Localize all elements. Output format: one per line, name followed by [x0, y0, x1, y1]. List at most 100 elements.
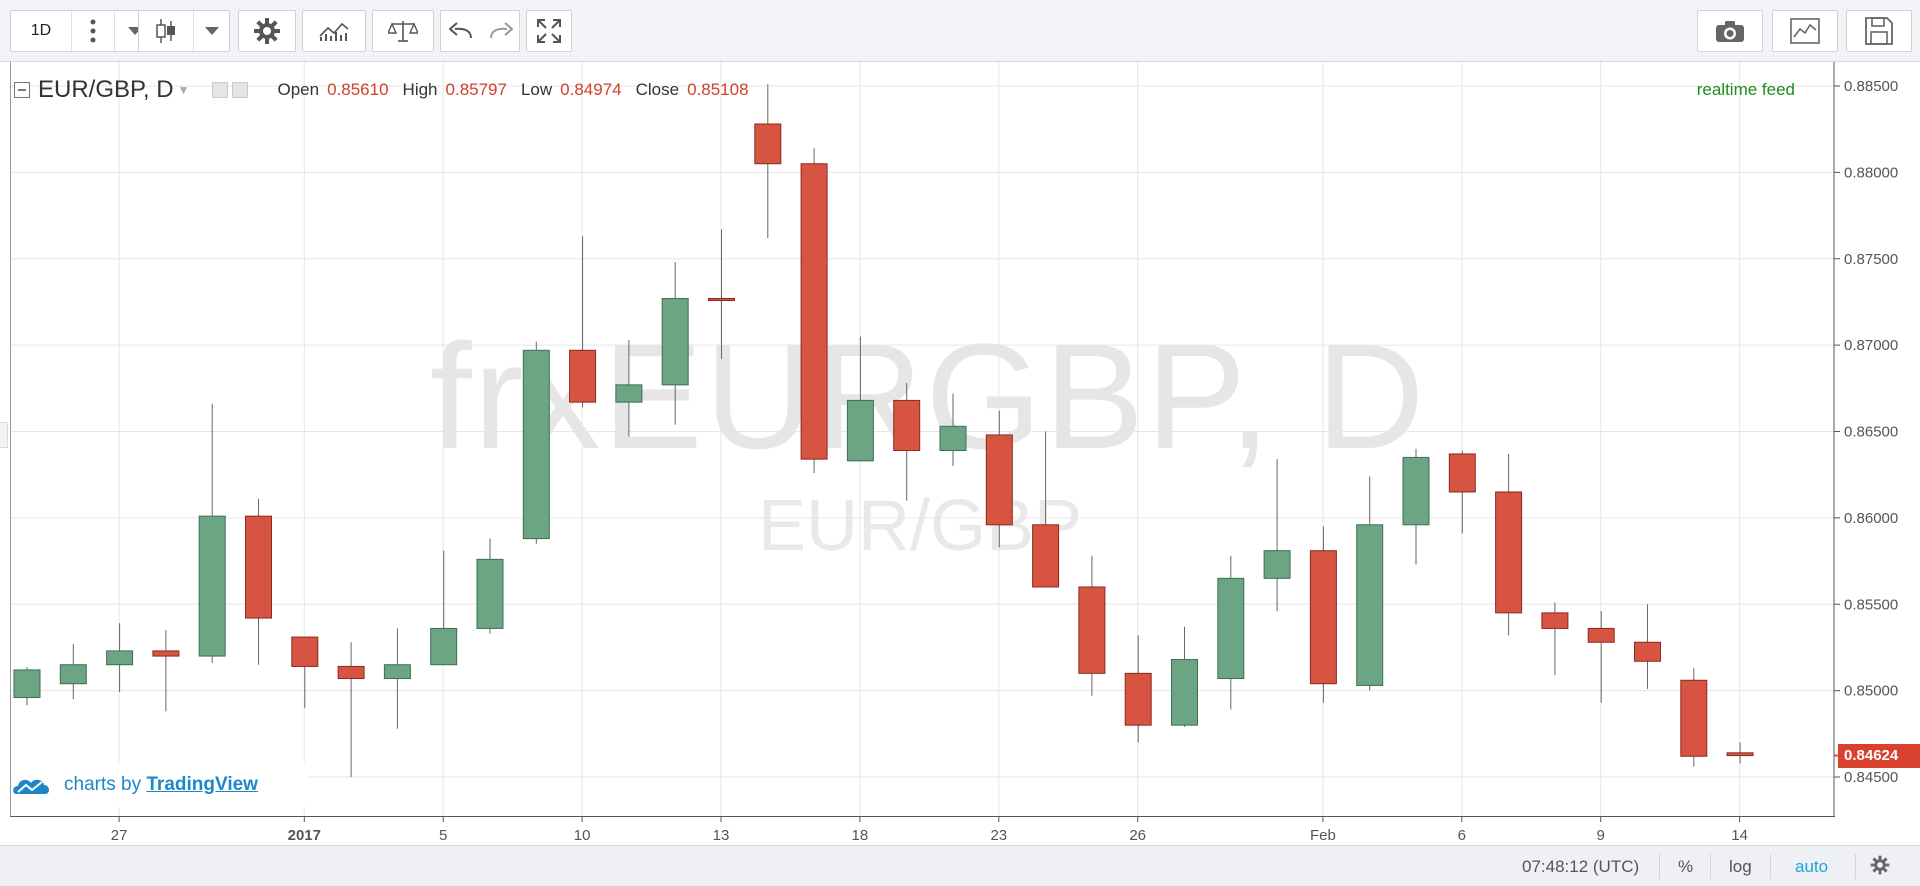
candle-body — [1680, 679, 1708, 757]
x-tick-label: 18 — [852, 827, 869, 844]
close-label: Close — [635, 80, 680, 99]
time-axis: 27 2017 5 10 13 18 23 26 Feb 6 9 14 — [111, 816, 1748, 844]
y-tick-label: 0.85500 — [1844, 596, 1898, 613]
candles-layer — [13, 84, 1754, 777]
candle-body — [337, 665, 365, 680]
x-tick-label: 10 — [574, 827, 591, 844]
undo-redo-group — [440, 10, 520, 52]
y-tick-label: 0.87000 — [1844, 337, 1898, 354]
attribution-text: charts by TradingView — [64, 774, 258, 796]
candle — [1263, 459, 1291, 612]
candle-body — [800, 163, 828, 460]
x-tick-label: 23 — [990, 827, 1007, 844]
candle — [1124, 635, 1152, 743]
visibility-icon[interactable] — [211, 82, 228, 98]
candle — [106, 623, 134, 693]
candle-body — [1309, 550, 1337, 685]
indicators-icon[interactable] — [302, 10, 366, 52]
candle-body — [1263, 550, 1291, 579]
candle-body — [152, 650, 180, 657]
candle — [291, 636, 319, 708]
clock-time: 07:48:12 (UTC) — [1522, 857, 1640, 876]
y-tick-label: 0.85000 — [1844, 683, 1898, 700]
candle — [1448, 450, 1476, 534]
y-tick-label: 0.88500 — [1844, 78, 1898, 95]
y-tick-label: 0.84500 — [1844, 769, 1898, 786]
candle-body — [1356, 524, 1384, 686]
attribution-brand[interactable]: TradingView — [146, 773, 258, 795]
candle-body — [1402, 456, 1430, 526]
low-value: 0.84974 — [560, 80, 622, 99]
candle-body — [1032, 524, 1060, 588]
candle — [1078, 555, 1106, 696]
attribution-prefix: charts by — [64, 773, 147, 795]
candle — [383, 628, 411, 729]
candle — [59, 643, 87, 700]
candle-body — [291, 636, 319, 667]
save-icon[interactable] — [1846, 10, 1912, 52]
settings-small-icon[interactable] — [231, 82, 248, 98]
candle-body — [245, 515, 272, 619]
candle — [1726, 742, 1754, 764]
price-axis: 0.88500 0.88000 0.87500 0.87000 0.86500 0.860… — [1833, 62, 1898, 816]
candlestick-chart[interactable]: 0.88500 0.88000 0.87500 0.87000 0.86500 0.860… — [0, 62, 1920, 845]
bottom-bar: 07:48:12 (UTC) % log auto — [0, 845, 1920, 886]
compare-icon[interactable] — [372, 10, 434, 52]
candle-body — [708, 297, 735, 301]
more-icon[interactable] — [72, 11, 115, 51]
fullscreen-icon[interactable] — [526, 10, 572, 52]
x-tick-label: 14 — [1731, 827, 1748, 844]
candle — [337, 642, 365, 777]
chart-style-button-group — [138, 10, 230, 52]
candle-body — [569, 349, 597, 403]
chart-properties-icon[interactable] — [1772, 10, 1838, 52]
candle — [708, 229, 735, 359]
candle — [800, 148, 828, 473]
chart-style-dropdown-icon[interactable] — [194, 11, 230, 51]
attribution-link[interactable]: charts by TradingView — [12, 762, 307, 807]
x-tick-label: 27 — [111, 827, 128, 844]
legend-symbol[interactable]: EUR/GBP, D — [38, 76, 174, 103]
candle — [1032, 431, 1060, 588]
candlestick-icon[interactable] — [139, 11, 194, 51]
candle — [1171, 626, 1198, 727]
low-label: Low — [520, 80, 553, 99]
realtime-feed-label: realtime feed — [1696, 80, 1795, 99]
auto-toggle[interactable]: auto — [1795, 857, 1829, 876]
redo-icon[interactable] — [481, 11, 521, 51]
separator — [1659, 854, 1660, 879]
candle — [476, 538, 504, 634]
candle-body — [1448, 453, 1476, 493]
interval-button[interactable]: 1D — [11, 11, 72, 51]
percent-toggle[interactable]: % — [1678, 857, 1694, 876]
candle — [13, 667, 41, 706]
high-value: 0.85797 — [445, 80, 507, 99]
candle-body — [476, 558, 504, 629]
separator — [1855, 854, 1856, 879]
candle — [615, 339, 643, 437]
log-toggle[interactable]: log — [1729, 857, 1752, 876]
camera-icon[interactable] — [1697, 10, 1763, 52]
candle-body — [661, 297, 689, 386]
candle — [1402, 448, 1430, 565]
legend-collapse-icon[interactable] — [14, 82, 30, 98]
y-tick-label: 0.86000 — [1844, 510, 1898, 527]
series-legend: EUR/GBP, D ▼ Open 0.85610 High 0.85797 L… — [14, 76, 763, 103]
undo-icon[interactable] — [441, 11, 481, 51]
symbol-dropdown-icon[interactable]: ▼ — [177, 83, 190, 97]
candle — [1587, 611, 1615, 703]
candle-body — [522, 349, 550, 540]
gear-icon[interactable] — [238, 10, 296, 52]
candle — [939, 393, 967, 467]
candle — [198, 403, 226, 663]
settings-gear-icon[interactable] — [1870, 855, 1890, 880]
y-tick-label: 0.88000 — [1844, 164, 1898, 181]
candle — [1309, 526, 1337, 703]
side-panel-toggle[interactable] — [0, 422, 8, 448]
candle-body — [615, 384, 643, 403]
candle-body — [1726, 752, 1754, 757]
candle — [152, 630, 180, 712]
candle — [1356, 476, 1384, 691]
candle — [754, 84, 782, 239]
x-tick-label: 13 — [713, 827, 730, 844]
